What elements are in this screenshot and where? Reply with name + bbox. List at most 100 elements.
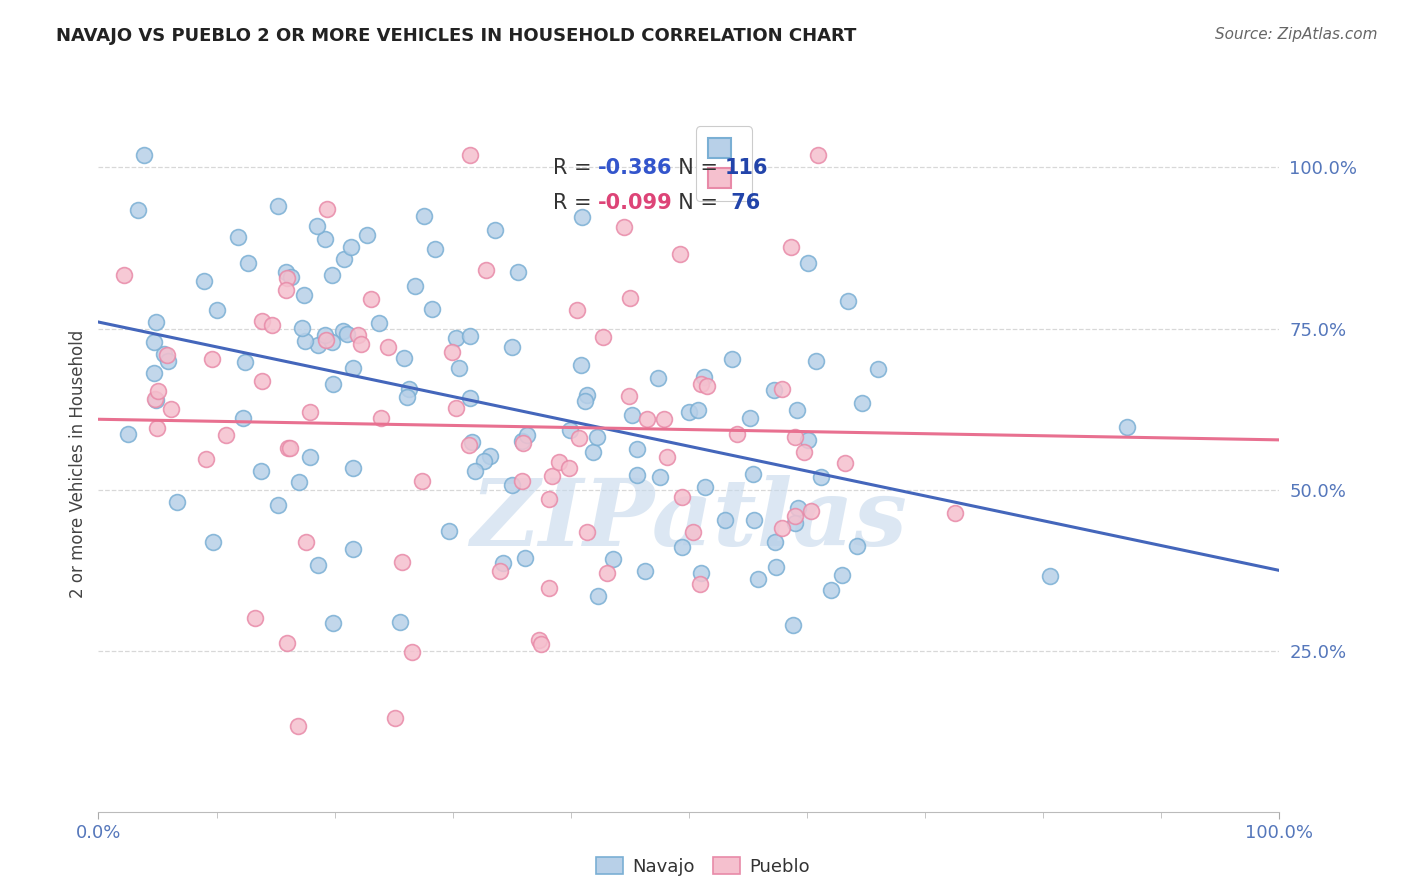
Point	[260, 318, 283, 332]
Point	[314, 232, 336, 246]
Point	[506, 265, 529, 279]
Point	[299, 450, 322, 464]
Point	[388, 615, 411, 629]
Point	[565, 302, 588, 317]
Point	[193, 274, 215, 288]
Point	[295, 535, 318, 549]
Point	[307, 219, 329, 233]
Point	[834, 456, 856, 470]
Point	[332, 252, 354, 266]
Point	[276, 271, 298, 285]
Point	[943, 506, 966, 520]
Point	[392, 351, 415, 366]
Point	[721, 352, 744, 367]
Point	[845, 540, 868, 554]
Point	[425, 242, 447, 256]
Point	[420, 301, 443, 316]
Point	[797, 433, 820, 447]
Point	[342, 542, 364, 557]
Point	[391, 555, 413, 569]
Point	[714, 513, 737, 527]
Point	[277, 442, 299, 456]
Point	[307, 558, 329, 573]
Text: R =: R =	[553, 158, 599, 178]
Point	[568, 431, 591, 445]
Legend: Navajo, Pueblo: Navajo, Pueblo	[589, 850, 817, 883]
Point	[205, 303, 228, 318]
Point	[226, 229, 249, 244]
Point	[235, 355, 257, 369]
Point	[797, 256, 820, 270]
Text: 116: 116	[724, 158, 768, 178]
Point	[472, 454, 495, 468]
Point	[671, 490, 693, 504]
Point	[484, 222, 506, 236]
Point	[321, 334, 343, 349]
Point	[657, 450, 679, 464]
Point	[626, 468, 648, 483]
Point	[592, 330, 614, 344]
Point	[851, 396, 873, 410]
Point	[647, 371, 669, 385]
Point	[117, 427, 139, 442]
Point	[307, 338, 329, 352]
Point	[153, 347, 176, 361]
Point	[201, 351, 224, 366]
Point	[332, 324, 354, 338]
Point	[367, 316, 389, 330]
Point	[321, 268, 343, 282]
Point	[404, 279, 426, 293]
Text: NAVAJO VS PUEBLO 2 OR MORE VEHICLES IN HOUSEHOLD CORRELATION CHART: NAVAJO VS PUEBLO 2 OR MORE VEHICLES IN H…	[56, 27, 856, 45]
Point	[810, 470, 832, 484]
Point	[537, 581, 560, 595]
Point	[340, 240, 363, 254]
Point	[143, 334, 166, 349]
Point	[586, 429, 609, 443]
Point	[831, 567, 853, 582]
Point	[807, 147, 830, 161]
Point	[322, 376, 344, 391]
Point	[866, 361, 889, 376]
Point	[232, 410, 254, 425]
Point	[740, 410, 762, 425]
Point	[804, 354, 827, 368]
Point	[613, 219, 636, 234]
Point	[243, 610, 266, 624]
Point	[294, 334, 316, 348]
Point	[384, 711, 406, 725]
Point	[322, 615, 344, 630]
Point	[652, 412, 675, 426]
Point	[558, 423, 581, 437]
Point	[146, 384, 169, 398]
Point	[202, 534, 225, 549]
Point	[671, 540, 693, 554]
Point	[315, 333, 337, 347]
Point	[636, 411, 658, 425]
Point	[596, 566, 619, 580]
Point	[288, 475, 311, 489]
Point	[292, 288, 315, 302]
Point	[765, 560, 787, 574]
Point	[548, 455, 571, 469]
Point	[571, 210, 593, 224]
Legend: , : ,	[696, 127, 752, 201]
Point	[274, 283, 297, 297]
Point	[763, 535, 786, 549]
Point	[287, 719, 309, 733]
Point	[501, 340, 523, 354]
Point	[693, 480, 716, 494]
Point	[527, 633, 550, 648]
Point	[783, 430, 806, 444]
Point	[114, 268, 136, 283]
Point	[143, 392, 166, 406]
Point	[492, 556, 515, 570]
Point	[1039, 569, 1062, 583]
Point	[298, 405, 321, 419]
Point	[696, 379, 718, 393]
Point	[156, 354, 179, 368]
Point	[689, 577, 711, 591]
Text: ZIPatlas: ZIPatlas	[471, 475, 907, 565]
Point	[586, 590, 609, 604]
Point	[530, 637, 553, 651]
Point	[786, 403, 808, 417]
